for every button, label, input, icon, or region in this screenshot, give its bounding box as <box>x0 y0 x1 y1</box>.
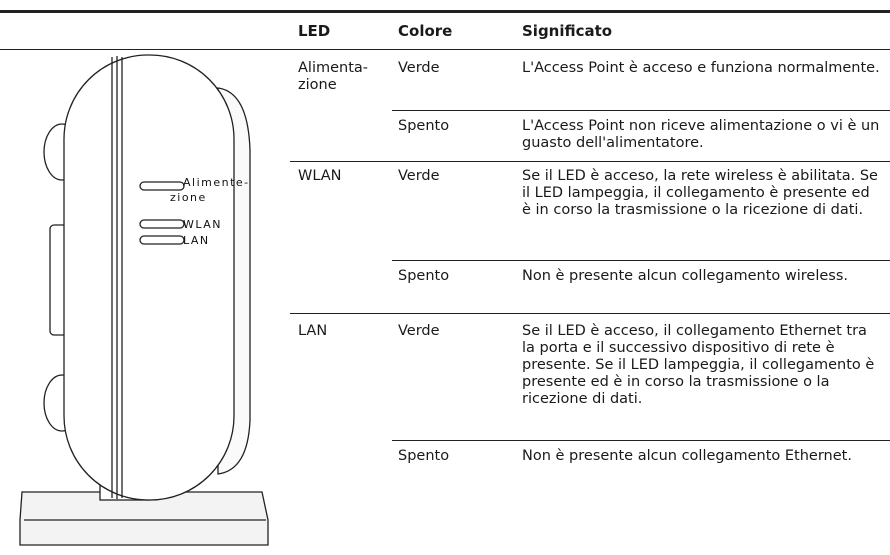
led-name: zione <box>298 77 337 93</box>
device-illustration: Alimente-zione WLAN LAN <box>19 54 269 546</box>
color-cell: Verde <box>398 60 440 76</box>
color-cell: Spento <box>398 118 450 134</box>
meaning-cell: L'Access Point è acceso e funziona norma… <box>522 60 880 76</box>
row-rule <box>392 260 890 261</box>
led-label: WLAN <box>183 218 222 231</box>
meaning-cell: Non è presente alcun collegamento Ethern… <box>522 448 852 464</box>
meaning-cell: Se il LED è acceso, la rete wireless è a… <box>522 168 878 218</box>
group-rule <box>290 161 890 162</box>
led-label: Alimente- <box>183 176 250 189</box>
led-name: LAN <box>298 323 328 339</box>
led-name: Alimenta- <box>298 60 369 76</box>
meaning-cell: Se il LED è acceso, il collegamento Ethe… <box>522 323 875 407</box>
group-rule <box>290 313 890 314</box>
led-label: zione <box>170 191 207 204</box>
header-cell: LED <box>298 22 331 40</box>
header-cell: Significato <box>522 22 613 40</box>
header-cell: Colore <box>398 22 453 40</box>
led-name: WLAN <box>298 168 342 184</box>
row-rule <box>392 440 890 441</box>
header-rule <box>0 49 890 50</box>
row-rule <box>392 110 890 111</box>
meaning-cell: Non è presente alcun collegamento wirele… <box>522 268 849 284</box>
color-cell: Spento <box>398 268 450 284</box>
color-cell: Verde <box>398 168 440 184</box>
meaning-cell: L'Access Point non riceve alimentazione … <box>522 118 880 151</box>
top-rule <box>0 10 890 13</box>
color-cell: Verde <box>398 323 440 339</box>
led-label: LAN <box>183 234 210 247</box>
color-cell: Spento <box>398 448 450 464</box>
